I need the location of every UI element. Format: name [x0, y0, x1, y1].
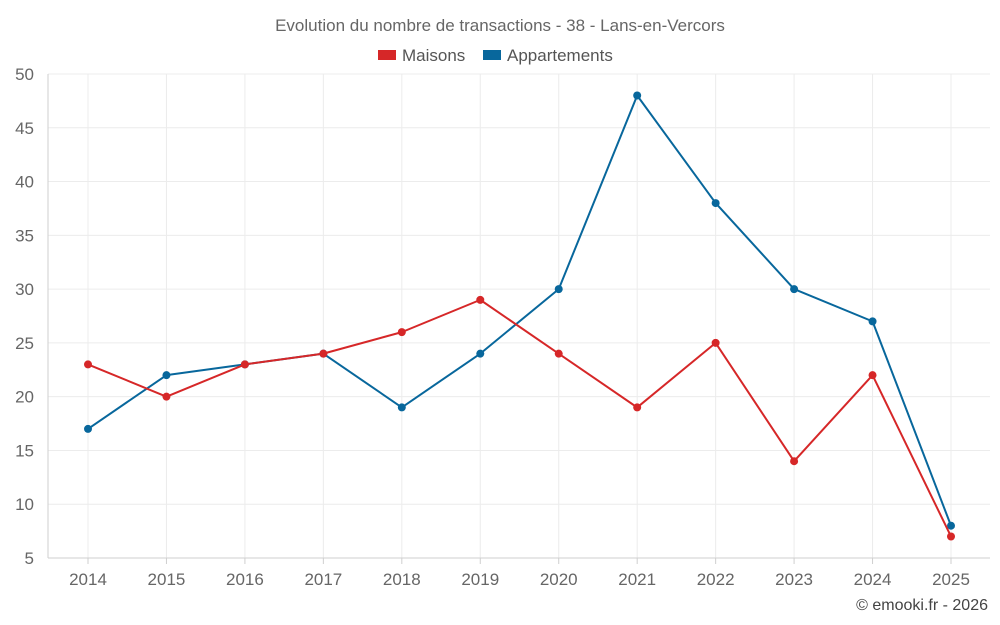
y-tick-label: 30	[15, 280, 34, 299]
series-group	[84, 91, 955, 541]
series-maisons	[84, 295, 955, 541]
x-tick-label: 2022	[697, 570, 735, 589]
y-tick-label: 5	[25, 549, 34, 568]
data-point-maisons[interactable]	[162, 392, 171, 401]
y-tick-label: 25	[15, 334, 34, 353]
x-tick-label: 2023	[775, 570, 813, 589]
data-point-appartements[interactable]	[84, 424, 92, 433]
y-tick-label: 35	[15, 226, 34, 245]
data-point-appartements[interactable]	[711, 199, 720, 208]
data-point-maisons[interactable]	[397, 328, 406, 337]
data-point-appartements[interactable]	[554, 285, 563, 294]
data-point-maisons[interactable]	[868, 371, 877, 380]
y-tick-label: 45	[15, 119, 34, 138]
x-tick-label: 2016	[226, 570, 264, 589]
data-point-maisons[interactable]	[240, 360, 249, 369]
data-point-appartements[interactable]	[397, 403, 406, 412]
series-appartements	[84, 91, 955, 530]
series-line-appartements	[87, 94, 952, 527]
legend-swatch-maisons	[378, 50, 396, 60]
y-tick-label: 20	[15, 388, 34, 407]
y-tick-label: 40	[15, 173, 34, 192]
data-point-maisons[interactable]	[476, 295, 485, 304]
data-point-appartements[interactable]	[790, 285, 799, 294]
y-tick-label: 10	[15, 495, 34, 514]
data-point-maisons[interactable]	[554, 349, 563, 358]
data-point-appartements[interactable]	[476, 349, 485, 358]
legend-item-appartements[interactable]: Appartements	[483, 46, 613, 65]
data-point-maisons[interactable]	[790, 457, 799, 466]
chart-title: Evolution du nombre de transactions - 38…	[275, 16, 725, 35]
x-tick-label: 2019	[461, 570, 499, 589]
credit-text: © emooki.fr - 2026	[856, 597, 988, 614]
x-tick-label: 2014	[69, 570, 107, 589]
legend-label-maisons: Maisons	[402, 46, 465, 65]
data-point-maisons[interactable]	[947, 532, 955, 541]
data-point-appartements[interactable]	[162, 371, 171, 380]
data-point-appartements[interactable]	[947, 521, 955, 530]
data-point-appartements[interactable]	[868, 317, 877, 326]
series-line-maisons	[87, 298, 952, 537]
x-tick-label: 2024	[854, 570, 892, 589]
y-tick-label: 50	[15, 65, 34, 84]
x-tick-label: 2021	[618, 570, 656, 589]
grid	[48, 73, 990, 558]
legend-swatch-appartements	[483, 50, 501, 60]
legend: Maisons Appartements	[378, 46, 613, 65]
data-point-maisons[interactable]	[633, 403, 642, 412]
legend-item-maisons[interactable]: Maisons	[378, 46, 465, 65]
x-tick-label: 2017	[304, 570, 342, 589]
x-tick-label: 2018	[383, 570, 421, 589]
legend-label-appartements: Appartements	[507, 46, 613, 65]
x-tick-label: 2025	[932, 570, 970, 589]
x-tick-label: 2020	[540, 570, 578, 589]
data-point-appartements[interactable]	[633, 91, 642, 100]
data-point-maisons[interactable]	[319, 349, 328, 358]
x-tick-label: 2015	[148, 570, 186, 589]
y-tick-label: 15	[15, 441, 34, 460]
data-point-maisons[interactable]	[711, 338, 720, 347]
data-point-maisons[interactable]	[84, 360, 92, 369]
